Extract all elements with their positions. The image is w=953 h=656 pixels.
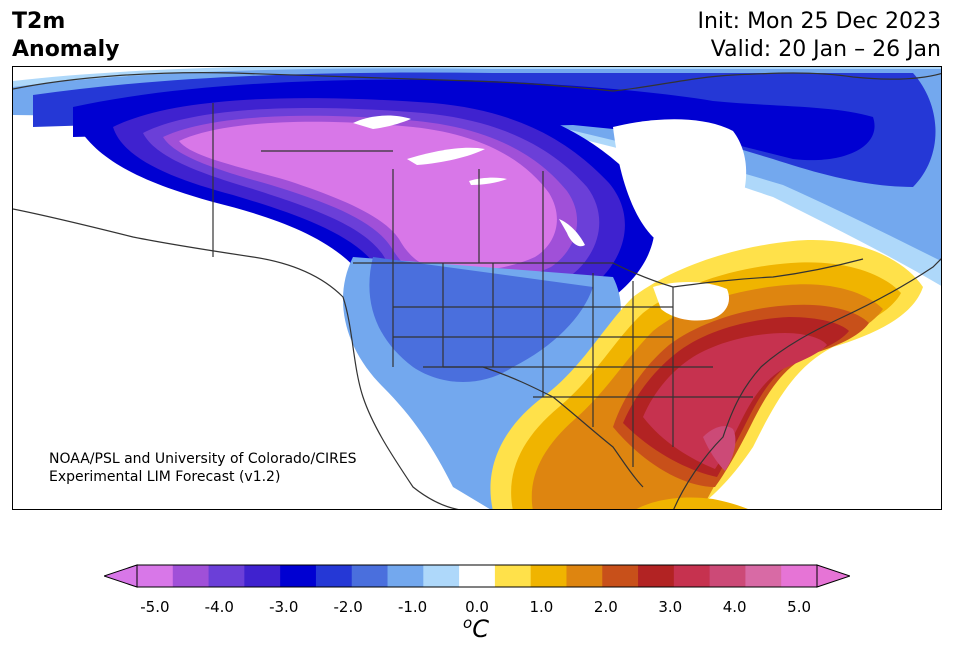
coastline-east — [673, 258, 941, 509]
anomaly-region-band-11 — [369, 257, 593, 382]
colorbar-cell — [208, 565, 245, 587]
colorbar-cell — [244, 565, 281, 587]
colorbar-cell — [494, 565, 532, 587]
init-date: Init: Mon 25 Dec 2023 — [697, 9, 942, 34]
province-lines — [212, 103, 544, 263]
anomaly-map — [12, 66, 942, 510]
colorbar-cell — [387, 565, 424, 587]
colorbar-cell — [530, 565, 567, 587]
lake-winnipeg — [559, 219, 585, 247]
forecast-dates: Init: Mon 25 Dec 2023 Valid: 20 Jan – 26… — [698, 8, 942, 64]
boundaries — [13, 72, 941, 509]
map-title: T2m Anomaly — [12, 8, 119, 64]
colorbar-tick-label: 1.0 — [529, 598, 554, 616]
hudson-bay — [613, 119, 747, 246]
anomaly-field — [13, 67, 941, 509]
colorbar-tick-label: 5.0 — [787, 598, 812, 616]
colorbar-tick-label: -3.0 — [269, 598, 299, 616]
border-us-canada — [353, 258, 864, 288]
colorbar-tick-label: 2.0 — [593, 598, 618, 616]
colorbar-cell — [423, 565, 460, 587]
colorbar-cell — [172, 565, 210, 587]
colorbar-tick-label: 0.0 — [465, 598, 489, 616]
unit-label: oC — [463, 614, 489, 643]
map-canvas — [13, 67, 941, 509]
valid-date-range: Valid: 20 Jan – 26 Jan — [710, 37, 941, 62]
lake-great-slave — [407, 147, 485, 165]
credit-text: NOAA/PSL and University of Colorado/CIRE… — [49, 450, 357, 486]
lake-great-bear — [353, 115, 411, 129]
unit-degree: o — [463, 614, 473, 632]
anomaly-region-band-9 — [179, 121, 557, 272]
colorbar-cell — [566, 565, 603, 587]
coastline-north — [13, 72, 941, 92]
colorbar-tick-label: -5.0 — [140, 598, 170, 616]
colorbar-cell — [137, 565, 174, 587]
colorbar-cell — [351, 565, 389, 587]
colorbar-tick-label: 4.0 — [722, 598, 747, 616]
colorbar — [104, 564, 850, 588]
colorbar-tick-label: -1.0 — [397, 598, 428, 616]
colorbar-cell — [459, 565, 496, 587]
colorbar-cell — [602, 565, 639, 587]
colorbar-cell — [638, 565, 675, 587]
colorbar-cell — [745, 565, 782, 587]
title-line-1: T2m — [12, 9, 66, 34]
colorbar-cell — [781, 565, 818, 587]
state-lines — [392, 263, 753, 467]
title-line-2: Anomaly — [12, 37, 120, 62]
colorbar-tick-label: -2.0 — [333, 598, 363, 616]
unit-celsius: C — [472, 615, 489, 643]
lakes — [353, 115, 747, 321]
border-us-mexico — [423, 366, 644, 488]
coastline-west — [13, 208, 459, 509]
colorbar-tick-label: -4.0 — [204, 598, 234, 616]
colorbar-cell — [315, 565, 353, 587]
great-lakes — [653, 282, 730, 321]
colorbar-cell — [280, 565, 317, 587]
colorbar-cell — [709, 565, 746, 587]
colorbar-cell — [673, 565, 711, 587]
anomaly-region-band-19 — [636, 497, 748, 509]
colorbar-high-extension — [816, 564, 850, 588]
anomaly-region-band-18 — [703, 426, 736, 471]
credit-line-2: Experimental LIM Forecast (v1.2) — [49, 469, 281, 485]
colorbar-frame — [136, 564, 818, 588]
credit-line-1: NOAA/PSL and University of Colorado/CIRE… — [49, 451, 357, 467]
colorbar-tick-label: 3.0 — [658, 598, 683, 616]
colorbar-low-extension — [104, 564, 138, 588]
